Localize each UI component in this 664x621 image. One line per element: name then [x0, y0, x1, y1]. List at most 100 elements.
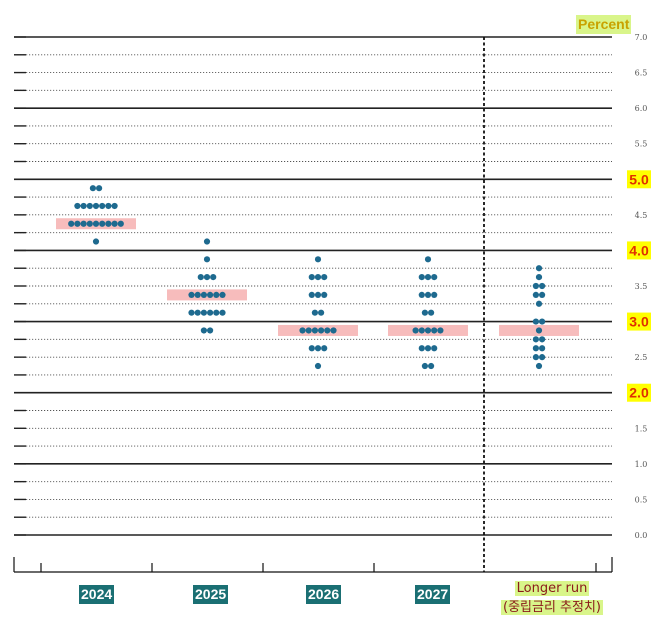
- participant-dot: [532, 282, 540, 290]
- participant-dot: [203, 238, 211, 245]
- participant-dot: [532, 318, 540, 325]
- participant-dot: [89, 185, 96, 192]
- y-tick-label: 6.5: [635, 69, 648, 78]
- participant-dot: [539, 336, 546, 343]
- tick-highlight-bg: [627, 241, 651, 260]
- participant-dot: [330, 327, 337, 334]
- participant-dot: [86, 220, 93, 227]
- participant-dot: [314, 274, 322, 281]
- y-tick-label: 4.5: [635, 211, 648, 220]
- participant-dot: [431, 274, 438, 281]
- y-tick-label: 1.0: [635, 460, 648, 469]
- participant-dot: [92, 220, 100, 227]
- participant-dot: [318, 327, 325, 334]
- participant-dot: [308, 345, 315, 352]
- median-marker: [167, 289, 247, 301]
- participant-dot: [539, 354, 546, 361]
- y-tick-label: 3.5: [635, 282, 648, 291]
- category-label-longer-run: Longer run (중립금리 추정치): [492, 577, 612, 615]
- participant-dot: [188, 309, 195, 316]
- participant-dot: [200, 327, 207, 334]
- y-tick-label: 6.0: [635, 104, 648, 113]
- participant-dot: [207, 327, 214, 334]
- participant-dot: [532, 336, 540, 343]
- participant-dot: [535, 274, 543, 281]
- participant-dot: [194, 309, 201, 316]
- participant-dot: [424, 345, 432, 352]
- y-tick-label: 3.0: [629, 314, 649, 330]
- participant-dot: [194, 291, 201, 298]
- participant-dot: [424, 291, 432, 298]
- unit-label: Percent: [576, 15, 632, 34]
- participant-dot: [105, 220, 112, 227]
- y-tick-label: 2.0: [629, 385, 649, 401]
- category-label-2024: 2024: [79, 585, 115, 604]
- participant-dot: [532, 291, 540, 298]
- participant-dot: [539, 345, 546, 352]
- participant-dot: [324, 327, 331, 334]
- participant-dot: [308, 274, 315, 281]
- participant-dot: [213, 309, 220, 316]
- participant-dot: [418, 327, 425, 334]
- y-tick-label: 4.0: [629, 242, 649, 258]
- participant-dot: [117, 220, 124, 227]
- participant-dot: [92, 238, 100, 245]
- participant-dot: [305, 327, 312, 334]
- participant-dot: [68, 220, 75, 227]
- participant-dot: [535, 265, 543, 272]
- participant-dot: [532, 345, 540, 352]
- participant-dot: [86, 202, 93, 210]
- participant-dot: [92, 202, 100, 210]
- category-label-2027: 2027: [415, 585, 451, 604]
- longer-run-line1: Longer run: [514, 581, 590, 596]
- participant-dot: [219, 291, 226, 298]
- median-marker: [278, 324, 358, 336]
- participant-dot: [532, 354, 540, 361]
- tick-highlight-bg: [627, 383, 651, 402]
- participant-dot: [80, 202, 87, 210]
- y-tick-label: 5.0: [629, 171, 649, 187]
- participant-dot: [421, 362, 428, 370]
- participant-dot: [431, 327, 438, 334]
- participant-dot: [80, 220, 87, 227]
- participant-dot: [105, 202, 112, 210]
- participant-dot: [535, 300, 543, 307]
- y-tick-label: 0.5: [635, 495, 648, 504]
- participant-dot: [314, 291, 322, 298]
- y-tick-label: 0.0: [635, 531, 648, 540]
- participant-dot: [96, 185, 103, 192]
- participant-dot: [203, 256, 211, 263]
- tick-highlight-bg: [627, 312, 651, 331]
- tick-highlight-bg: [627, 170, 651, 189]
- participant-dot: [431, 291, 438, 298]
- participant-dot: [314, 256, 322, 263]
- participant-dot: [74, 220, 81, 227]
- participant-dot: [535, 362, 543, 370]
- participant-dot: [210, 274, 217, 281]
- participant-dot: [418, 345, 425, 352]
- y-tick-label: 2.5: [635, 353, 648, 362]
- participant-dot: [428, 362, 435, 370]
- y-tick-label: 1.5: [635, 424, 648, 433]
- participant-dot: [299, 327, 306, 334]
- participant-dot: [539, 291, 546, 298]
- category-label-2025: 2025: [193, 585, 229, 604]
- participant-dot: [539, 318, 546, 325]
- participant-dot: [418, 274, 425, 281]
- participant-dot: [207, 309, 214, 316]
- participant-dot: [197, 274, 204, 281]
- participant-dot: [431, 345, 438, 352]
- participant-dot: [424, 274, 432, 281]
- participant-dot: [308, 291, 315, 298]
- y-tick-label: 7.0: [635, 33, 648, 42]
- participant-dot: [321, 274, 328, 281]
- participant-dot: [314, 362, 322, 370]
- participant-dot: [421, 309, 428, 316]
- participant-dot: [437, 327, 444, 334]
- participant-dot: [200, 291, 207, 298]
- category-label-2026: 2026: [306, 585, 342, 604]
- participant-dot: [314, 345, 322, 352]
- participant-dot: [311, 327, 318, 334]
- participant-dot: [418, 291, 425, 298]
